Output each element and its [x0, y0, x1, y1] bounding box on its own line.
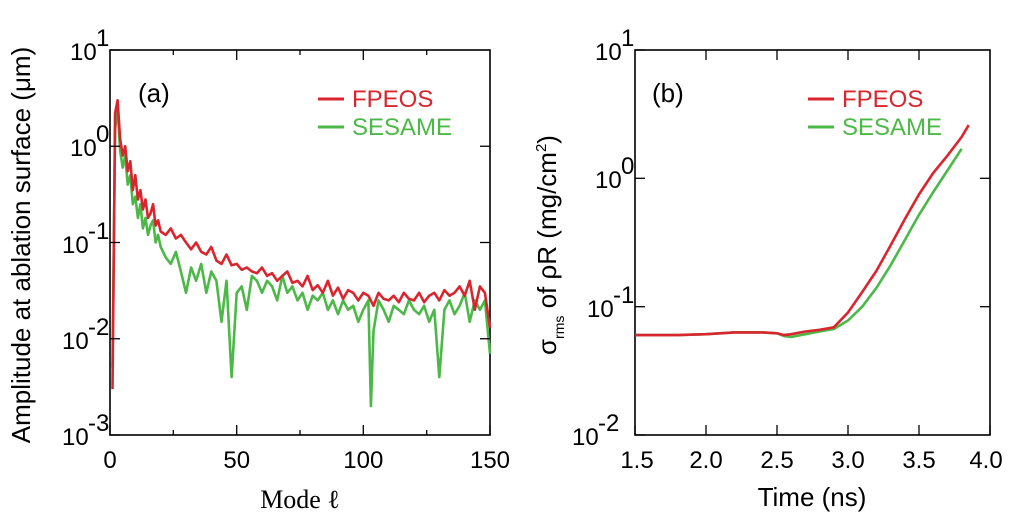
panel-b-ylabel-sub: rms: [551, 316, 567, 339]
panel-a-ytick-base: 10: [62, 232, 89, 259]
panel-b-y-axis: 10 1 10 0 10 -1 10 -2 σrms of ρR (mg/cm2…: [532, 25, 990, 451]
panel-b-ylabel-end: ): [532, 135, 562, 144]
panel-a-ytick-exp: -1: [88, 218, 109, 245]
panel-a-ytick-exp: -3: [88, 410, 109, 437]
panel-b-legend-label-fpeos: FPEOS: [842, 86, 923, 113]
panel-b-label: (b): [652, 78, 684, 108]
panel-b-ytick-label: 10 -1: [587, 282, 634, 323]
panel-b-x-axis-label: Time (ns): [758, 482, 867, 512]
panel-b-plot-frame: [634, 49, 991, 436]
panel-a-ytick-label: 10 0: [70, 121, 109, 162]
panel-b-xtick-label: 2.5: [760, 447, 793, 474]
panel-a-ytick-exp: 0: [96, 121, 109, 148]
panel-b-ylabel-sup: 2: [533, 144, 550, 152]
panel-b-y-axis-label: σrms of ρR (mg/cm2): [532, 135, 567, 355]
panel-b-ytick-base: 10: [587, 296, 614, 323]
panel-a-xtick-label: 0: [103, 447, 116, 474]
panel-a-ytick-exp: 1: [96, 25, 109, 52]
panel-a-x-axis-label: Mode ℓ: [260, 485, 340, 514]
panel-a-x-axis: 0 50 100 150 Mode ℓ: [103, 50, 510, 514]
panel-a-ytick-base: 10: [70, 39, 97, 66]
panel-a-ytick-label: 10 -1: [62, 218, 109, 259]
panel-a-series-sesame: [111, 106, 492, 408]
panel-a-ytick-label: 10 1: [70, 25, 109, 66]
panel-a-ytick-base: 10: [62, 424, 89, 451]
panel-a-xtick-label: 150: [470, 447, 510, 474]
panel-b-x-axis: 1.5 2.0 2.5 3.0 3.5 4.0 Time (ns): [620, 50, 1003, 512]
panel-a-ytick-exp: -2: [88, 314, 109, 341]
panel-a-legend-label-sesame: SESAME: [352, 114, 452, 141]
panel-b-ytick-base: 10: [595, 167, 622, 194]
panel-a-y-axis-label: Amplitude at ablation surface (μm): [6, 47, 36, 444]
panel-b-legend-label-sesame: SESAME: [842, 114, 942, 141]
panel-b-ytick-exp: 1: [621, 25, 634, 52]
panel-b-ytick-label: 10 -2: [572, 410, 619, 451]
panel-a-label: (a): [138, 78, 170, 108]
panel-b-ytick-label: 10 0: [595, 153, 634, 194]
panel-b-ytick-label: 10 1: [595, 25, 634, 66]
panel-b-ylabel-rest: of ρR (mg/cm: [532, 152, 562, 316]
panel-b-ylabel-sigma: σ: [532, 339, 562, 355]
panel-a: (a) FPEOS SESAME 0 50 100: [6, 25, 510, 514]
panel-a-xtick-label: 100: [343, 447, 383, 474]
panel-a-y-axis: 10 1 10 0 10 -1 10 -2 10 -3 Amplitude at…: [6, 25, 490, 451]
panel-b-ytick-exp: 0: [621, 153, 634, 180]
panel-b-xtick-label: 3.0: [831, 447, 864, 474]
panel-b-series-fpeos: [635, 124, 970, 337]
panel-b-ytick-exp: -2: [598, 410, 619, 437]
panel-a-ytick-base: 10: [62, 328, 89, 355]
panel-b-xtick-label: 4.0: [969, 447, 1002, 474]
panel-a-legend: FPEOS SESAME: [318, 86, 452, 141]
panel-a-xtick-label: 50: [223, 447, 250, 474]
panel-a-series-fpeos: [111, 99, 492, 390]
panel-b-xtick-label: 2.0: [689, 447, 722, 474]
panel-b-series-sesame: [635, 148, 963, 339]
panel-b: (b) FPEOS SESAME 1.5 2.0 2.5 3.0 3.5 4.0: [532, 25, 1003, 512]
panel-b-ytick-base: 10: [595, 39, 622, 66]
panel-b-xtick-label: 1.5: [620, 447, 653, 474]
panel-b-legend: FPEOS SESAME: [808, 86, 942, 141]
panel-a-ytick-base: 10: [70, 135, 97, 162]
panel-a-legend-label-fpeos: FPEOS: [352, 86, 433, 113]
panel-b-ytick-exp: -1: [613, 282, 634, 309]
panel-a-ytick-label: 10 -3: [62, 410, 109, 451]
panel-a-ytick-label: 10 -2: [62, 314, 109, 355]
panel-b-ytick-base: 10: [572, 424, 599, 451]
panel-b-xtick-label: 3.5: [902, 447, 935, 474]
